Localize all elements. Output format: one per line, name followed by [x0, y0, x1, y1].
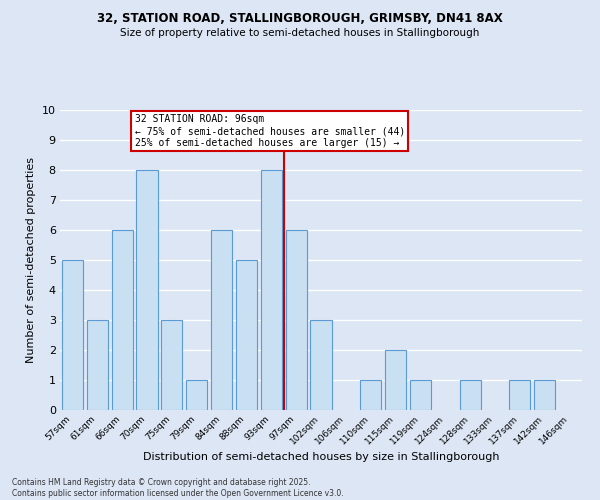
X-axis label: Distribution of semi-detached houses by size in Stallingborough: Distribution of semi-detached houses by … — [143, 452, 499, 462]
Bar — [112, 230, 133, 410]
Bar — [410, 380, 431, 410]
Bar — [286, 230, 307, 410]
Bar — [360, 380, 381, 410]
Text: Size of property relative to semi-detached houses in Stallingborough: Size of property relative to semi-detach… — [121, 28, 479, 38]
Bar — [186, 380, 207, 410]
Bar — [87, 320, 108, 410]
Text: Contains HM Land Registry data © Crown copyright and database right 2025.
Contai: Contains HM Land Registry data © Crown c… — [12, 478, 344, 498]
Bar — [509, 380, 530, 410]
Bar — [534, 380, 555, 410]
Bar — [385, 350, 406, 410]
Bar — [460, 380, 481, 410]
Bar — [161, 320, 182, 410]
Bar — [261, 170, 282, 410]
Y-axis label: Number of semi-detached properties: Number of semi-detached properties — [26, 157, 36, 363]
Bar — [310, 320, 332, 410]
Bar — [236, 260, 257, 410]
Text: 32 STATION ROAD: 96sqm
← 75% of semi-detached houses are smaller (44)
25% of sem: 32 STATION ROAD: 96sqm ← 75% of semi-det… — [134, 114, 405, 148]
Text: 32, STATION ROAD, STALLINGBOROUGH, GRIMSBY, DN41 8AX: 32, STATION ROAD, STALLINGBOROUGH, GRIMS… — [97, 12, 503, 26]
Bar — [62, 260, 83, 410]
Bar — [136, 170, 158, 410]
Bar — [211, 230, 232, 410]
